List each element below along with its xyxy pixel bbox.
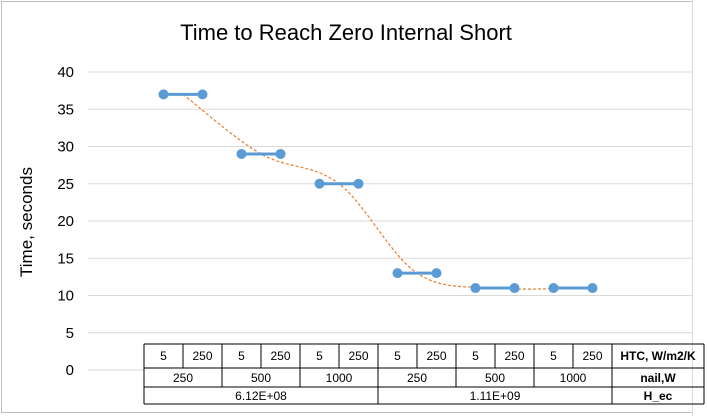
htc-label: 5: [472, 349, 479, 363]
nail-label: 500: [485, 371, 505, 385]
data-point: [236, 148, 247, 159]
htc-label: 5: [316, 349, 323, 363]
window-edge: [692, 0, 706, 416]
htc-label: 5: [160, 349, 167, 363]
gridlines: [88, 71, 692, 371]
htc-label: 250: [582, 349, 602, 363]
nail-label: 1000: [560, 371, 587, 385]
nail-label: 500: [251, 371, 271, 385]
nail-label: 250: [173, 371, 193, 385]
data-point: [548, 283, 559, 294]
htc-label: 5: [238, 349, 245, 363]
data-point: [509, 283, 520, 294]
htc-label: 250: [504, 349, 524, 363]
trendline-path: [182, 93, 574, 290]
nail-row-label: nail,W: [640, 371, 676, 385]
data-point: [587, 283, 598, 294]
y-tick-label: 40: [57, 64, 74, 81]
y-tick-labels: 0 5 10 15 20 25 30 35 40: [57, 64, 74, 379]
category-table: 5 250 5 250 5 250 5 250 5 250 5 250 250 500 1000 250 500…: [143, 343, 705, 405]
htc-label: 5: [550, 349, 557, 363]
y-tick-label: 15: [57, 250, 74, 267]
hec-row-label: H_ec: [644, 389, 673, 403]
nail-label: 250: [407, 371, 427, 385]
hec-label: 1.11E+09: [470, 389, 521, 403]
data-series: [158, 89, 598, 294]
htc-label: 5: [394, 349, 401, 363]
data-point: [353, 178, 364, 189]
htc-label: 250: [270, 349, 290, 363]
htc-label: 250: [348, 349, 368, 363]
data-point: [158, 89, 169, 100]
data-point: [470, 283, 481, 294]
y-tick-label: 0: [66, 362, 74, 379]
data-point: [431, 268, 442, 279]
hec-label: 6.12E+08: [235, 389, 287, 403]
htc-row-label: HTC, W/m2/K: [620, 349, 696, 363]
y-tick-label: 25: [57, 176, 74, 193]
y-tick-label: 5: [66, 325, 74, 342]
data-point: [197, 89, 208, 100]
trendline: [182, 93, 574, 290]
y-tick-label: 10: [57, 288, 74, 305]
nail-label: 1000: [326, 371, 353, 385]
chart-title: Time to Reach Zero Internal Short: [180, 20, 512, 45]
data-point: [392, 268, 403, 279]
y-tick-label: 20: [57, 213, 74, 230]
y-tick-label: 35: [57, 101, 74, 118]
htc-label: 250: [426, 349, 446, 363]
data-point: [275, 148, 286, 159]
data-point: [314, 178, 325, 189]
y-tick-label: 30: [57, 139, 74, 156]
htc-label: 250: [192, 349, 212, 363]
